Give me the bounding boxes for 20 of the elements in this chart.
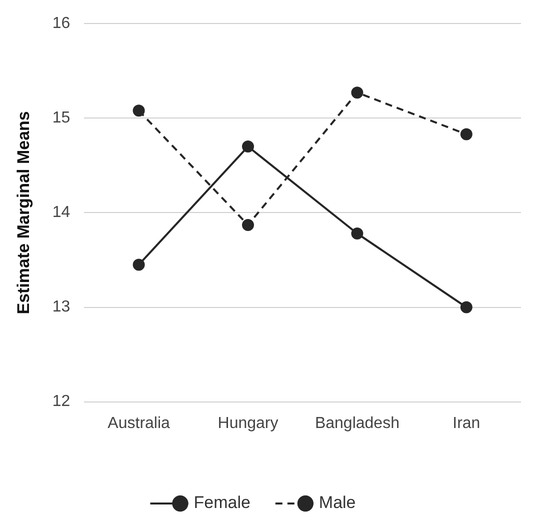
y-tick-label: 12: [52, 393, 70, 410]
point: [351, 228, 364, 240]
x-tick-label: Iran: [452, 414, 480, 432]
y-tick-label: 15: [52, 110, 70, 127]
y-axis-title: Estimate Marginal Means: [14, 111, 33, 314]
legend-label: Male: [318, 493, 356, 512]
y-tick-label: 14: [52, 204, 70, 222]
point: [242, 218, 254, 231]
x-tick-label: Hungary: [218, 414, 278, 432]
point: [132, 258, 145, 271]
point: [132, 104, 145, 117]
legend-label: Female: [194, 493, 250, 512]
point: [242, 140, 254, 153]
point: [460, 301, 472, 314]
x-tick-label: Bangladesh: [314, 414, 400, 432]
y-tick-label: 13: [52, 298, 70, 316]
x-tick-label: Australia: [108, 414, 170, 432]
point: [460, 128, 472, 140]
y-tick-label: 16: [52, 15, 70, 32]
point: [351, 86, 364, 99]
